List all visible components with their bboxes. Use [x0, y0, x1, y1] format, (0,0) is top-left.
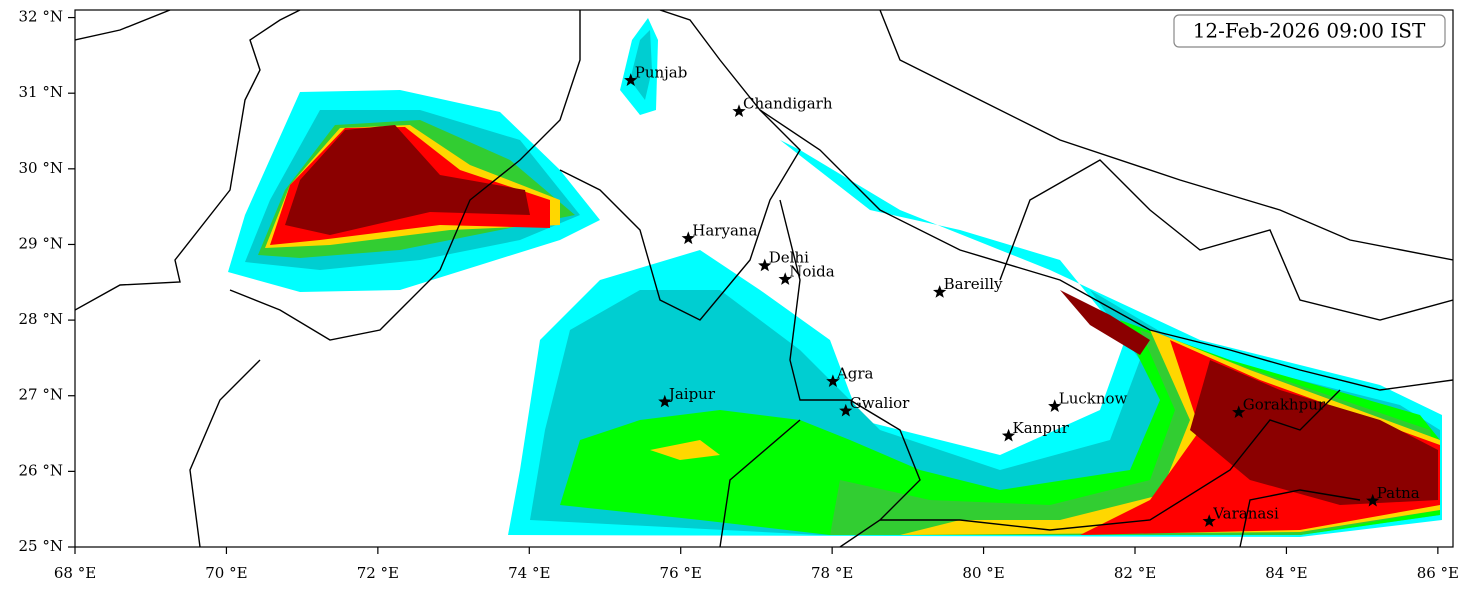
y-tick-label: 27 °N: [19, 386, 63, 404]
city-label: Gorakhpur: [1243, 395, 1326, 413]
y-tick-label: 25 °N: [19, 537, 63, 555]
city-label: Noida: [789, 262, 835, 280]
city-marker: [1232, 405, 1246, 418]
city-marker: [778, 272, 792, 285]
x-tick-label: 84 °E: [1265, 564, 1307, 582]
x-tick-label: 76 °E: [660, 564, 702, 582]
x-tick-label: 70 °E: [205, 564, 247, 582]
x-tick-label: 72 °E: [357, 564, 399, 582]
y-tick-label: 31 °N: [19, 83, 63, 101]
city-marker: [658, 394, 672, 408]
precipitation-contours: [228, 18, 1442, 537]
city-label: Agra: [836, 364, 874, 382]
city-marker: [933, 285, 947, 298]
city-marker: [758, 258, 772, 272]
city-marker: [839, 403, 853, 417]
city-label: Varanasi: [1212, 504, 1279, 522]
city-marker: [732, 104, 746, 117]
city-label: Chandigarh: [743, 94, 833, 112]
city-label: Punjab: [635, 63, 688, 81]
y-tick-label: 29 °N: [19, 234, 63, 252]
x-tick-label: 80 °E: [962, 564, 1004, 582]
city-marker: [1001, 428, 1016, 442]
map-frame: [74, 9, 1454, 548]
y-tick-label: 30 °N: [19, 159, 63, 177]
city-marker: [624, 73, 638, 86]
timestamp-box: [1173, 14, 1446, 48]
city-marker: [1048, 399, 1062, 412]
city-label: Jaipur: [667, 385, 716, 403]
y-tick-label: 32 °N: [19, 8, 63, 26]
city-label: Bareilly: [944, 275, 1003, 293]
x-tick-label: 68 °E: [54, 564, 96, 582]
city-label: Haryana: [692, 221, 757, 239]
city-label: Gwalior: [850, 394, 910, 412]
boundaries: [75, 10, 1453, 547]
city-marker: [681, 231, 695, 245]
y-tick-label: 26 °N: [19, 461, 63, 479]
y-tick-label: 28 °N: [19, 310, 63, 328]
city-label: Kanpur: [1013, 419, 1070, 437]
city-label: Delhi: [769, 249, 809, 267]
x-tick-label: 86 °E: [1417, 564, 1459, 582]
city-marker: [1366, 493, 1380, 507]
timestamp: 12-Feb-2026 09:00 IST: [1193, 19, 1426, 43]
x-tick-label: 78 °E: [811, 564, 853, 582]
x-tick-label: 74 °E: [508, 564, 550, 582]
x-tick-label: 82 °E: [1114, 564, 1156, 582]
city-label: Patna: [1377, 484, 1420, 502]
city-label: Lucknow: [1059, 389, 1128, 407]
city-marker: [1202, 514, 1216, 527]
city-marker: [826, 374, 840, 387]
